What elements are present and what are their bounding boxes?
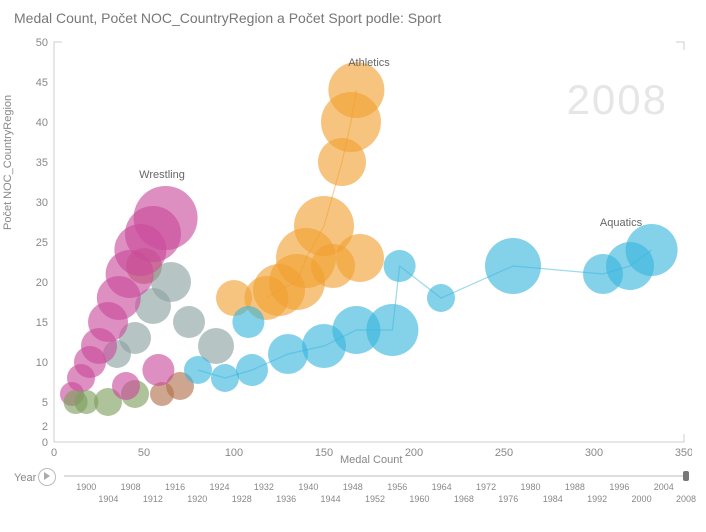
svg-text:2: 2 <box>42 421 48 433</box>
timeline-tick: 1968 <box>454 494 474 504</box>
svg-text:100: 100 <box>225 447 243 459</box>
timeline-tick: 1996 <box>609 482 629 492</box>
svg-text:35: 35 <box>36 157 48 169</box>
y-axis-label: Počet NOC_CountryRegion <box>2 95 14 230</box>
timeline-tick: 1964 <box>432 482 452 492</box>
timeline-thumb[interactable] <box>683 471 689 481</box>
svg-text:30: 30 <box>36 197 48 209</box>
timeline-tick: 2004 <box>654 482 674 492</box>
play-button[interactable] <box>38 468 56 486</box>
timeline-tick: 1928 <box>232 494 252 504</box>
svg-text:25: 25 <box>36 237 48 249</box>
svg-text:5: 5 <box>42 397 48 409</box>
svg-text:200: 200 <box>405 447 423 459</box>
timeline-tick: 1912 <box>143 494 163 504</box>
timeline-tick: 1988 <box>565 482 585 492</box>
timeline-tick: 1952 <box>365 494 385 504</box>
timeline-track[interactable] <box>64 475 686 477</box>
svg-text:50: 50 <box>138 447 150 459</box>
timeline-tick: 1972 <box>476 482 496 492</box>
timeline-tick: 1976 <box>498 494 518 504</box>
svg-text:350: 350 <box>675 447 692 459</box>
timeline-tick: 1900 <box>76 482 96 492</box>
svg-text:Aquatics: Aquatics <box>600 217 643 229</box>
timeline-tick: 2000 <box>632 494 652 504</box>
timeline-tick: 1980 <box>520 482 540 492</box>
svg-text:Athletics: Athletics <box>348 57 390 69</box>
year-watermark: 2008 <box>567 76 668 124</box>
timeline-tick: 2008 <box>676 494 696 504</box>
svg-text:20: 20 <box>36 277 48 289</box>
svg-text:0: 0 <box>51 447 57 459</box>
timeline-label: Year <box>14 472 36 484</box>
svg-text:40: 40 <box>36 117 48 129</box>
timeline-tick: 1984 <box>543 494 563 504</box>
scatter-plot: 0501001502002503003500251015202530354045… <box>14 32 692 462</box>
timeline-tick: 1940 <box>298 482 318 492</box>
svg-text:10: 10 <box>36 357 48 369</box>
svg-text:250: 250 <box>495 447 513 459</box>
timeline-tick: 1956 <box>387 482 407 492</box>
timeline-tick: 1920 <box>187 494 207 504</box>
timeline-tick: 1908 <box>121 482 141 492</box>
svg-text:45: 45 <box>36 77 48 89</box>
timeline-tick: 1924 <box>209 482 229 492</box>
timeline-tick: 1960 <box>409 494 429 504</box>
svg-text:50: 50 <box>36 37 48 49</box>
svg-text:150: 150 <box>315 447 333 459</box>
svg-text:Wrestling: Wrestling <box>139 169 185 181</box>
svg-text:0: 0 <box>42 437 48 449</box>
svg-text:300: 300 <box>585 447 603 459</box>
timeline-tick: 1916 <box>165 482 185 492</box>
chart-title: Medal Count, Počet NOC_CountryRegion a P… <box>14 10 692 26</box>
timeline-tick: 1948 <box>343 482 363 492</box>
x-axis-label: Medal Count <box>340 454 402 466</box>
timeline-ticks: 1900 1908 1916 1924 1932 1940 1948 1956 1964 1972… <box>64 482 686 510</box>
timeline-tick: 1932 <box>254 482 274 492</box>
year-timeline[interactable]: Year 19001908191619241932194019481956196… <box>14 466 692 512</box>
timeline-tick: 1936 <box>276 494 296 504</box>
svg-text:15: 15 <box>36 317 48 329</box>
timeline-tick: 1944 <box>321 494 341 504</box>
timeline-tick: 1992 <box>587 494 607 504</box>
timeline-tick: 1904 <box>98 494 118 504</box>
